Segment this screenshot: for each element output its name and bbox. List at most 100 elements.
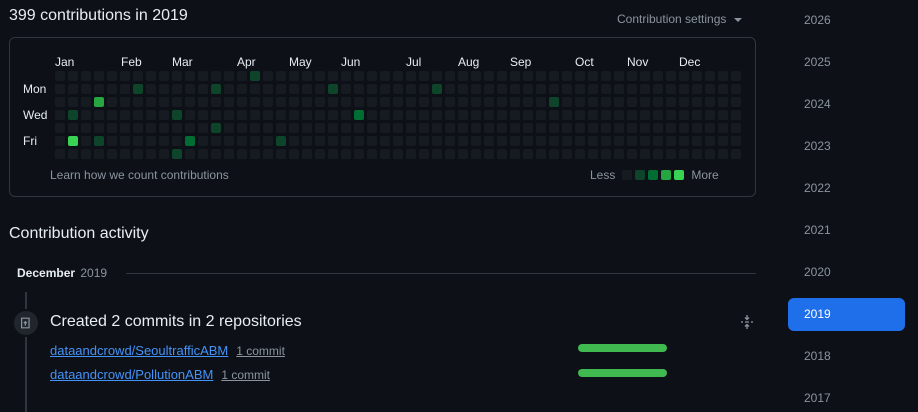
contribution-day-cell[interactable]: [666, 71, 676, 81]
contribution-day-cell[interactable]: [601, 71, 611, 81]
contribution-day-cell[interactable]: [94, 149, 104, 159]
contribution-day-cell[interactable]: [133, 71, 143, 81]
contribution-day-cell[interactable]: [575, 110, 585, 120]
contribution-day-cell[interactable]: [627, 149, 637, 159]
contribution-day-cell[interactable]: [341, 136, 351, 146]
year-link[interactable]: 2022: [804, 181, 831, 195]
contribution-day-cell[interactable]: [198, 84, 208, 94]
contribution-day-cell[interactable]: [185, 71, 195, 81]
contribution-day-cell[interactable]: [263, 71, 273, 81]
contribution-day-cell[interactable]: [55, 149, 65, 159]
contribution-day-cell[interactable]: [419, 97, 429, 107]
contribution-day-cell[interactable]: [302, 123, 312, 133]
contribution-day-cell[interactable]: [679, 123, 689, 133]
contribution-day-cell[interactable]: [237, 71, 247, 81]
contribution-day-cell[interactable]: [120, 97, 130, 107]
contribution-day-cell[interactable]: [588, 97, 598, 107]
contribution-day-cell[interactable]: [367, 149, 377, 159]
contribution-day-cell[interactable]: [68, 123, 78, 133]
contribution-day-cell[interactable]: [172, 149, 182, 159]
contribution-day-cell[interactable]: [237, 84, 247, 94]
contribution-day-cell[interactable]: [692, 110, 702, 120]
contribution-day-cell[interactable]: [458, 71, 468, 81]
contribution-day-cell[interactable]: [549, 136, 559, 146]
contribution-day-cell[interactable]: [666, 97, 676, 107]
contribution-day-cell[interactable]: [575, 149, 585, 159]
year-link[interactable]: 2018: [804, 349, 831, 363]
contribution-day-cell[interactable]: [55, 136, 65, 146]
contribution-day-cell[interactable]: [562, 84, 572, 94]
contribution-day-cell[interactable]: [718, 97, 728, 107]
contribution-day-cell[interactable]: [627, 136, 637, 146]
contribution-day-cell[interactable]: [107, 97, 117, 107]
contribution-day-cell[interactable]: [731, 123, 741, 133]
contribution-day-cell[interactable]: [315, 97, 325, 107]
contribution-day-cell[interactable]: [55, 71, 65, 81]
contribution-day-cell[interactable]: [705, 110, 715, 120]
contribution-day-cell[interactable]: [224, 123, 234, 133]
contribution-day-cell[interactable]: [81, 123, 91, 133]
contribution-day-cell[interactable]: [276, 149, 286, 159]
contribution-day-cell[interactable]: [328, 149, 338, 159]
contribution-day-cell[interactable]: [354, 71, 364, 81]
contribution-day-cell[interactable]: [666, 136, 676, 146]
contribution-day-cell[interactable]: [224, 136, 234, 146]
contribution-day-cell[interactable]: [276, 97, 286, 107]
contribution-day-cell[interactable]: [731, 110, 741, 120]
contribution-day-cell[interactable]: [549, 149, 559, 159]
contribution-day-cell[interactable]: [588, 149, 598, 159]
contribution-day-cell[interactable]: [510, 136, 520, 146]
contribution-day-cell[interactable]: [718, 84, 728, 94]
contribution-day-cell[interactable]: [601, 136, 611, 146]
contribution-day-cell[interactable]: [341, 71, 351, 81]
contribution-day-cell[interactable]: [198, 149, 208, 159]
contribution-day-cell[interactable]: [614, 136, 624, 146]
contribution-day-cell[interactable]: [484, 110, 494, 120]
contribution-day-cell[interactable]: [692, 136, 702, 146]
contribution-day-cell[interactable]: [224, 71, 234, 81]
contribution-day-cell[interactable]: [120, 110, 130, 120]
contribution-day-cell[interactable]: [211, 136, 221, 146]
contribution-day-cell[interactable]: [120, 136, 130, 146]
contribution-day-cell[interactable]: [263, 149, 273, 159]
contribution-day-cell[interactable]: [198, 110, 208, 120]
contribution-day-cell[interactable]: [315, 136, 325, 146]
contribution-day-cell[interactable]: [380, 149, 390, 159]
contribution-day-cell[interactable]: [250, 110, 260, 120]
contribution-day-cell[interactable]: [133, 136, 143, 146]
contribution-day-cell[interactable]: [302, 110, 312, 120]
contribution-day-cell[interactable]: [328, 136, 338, 146]
contribution-day-cell[interactable]: [315, 123, 325, 133]
contribution-day-cell[interactable]: [510, 84, 520, 94]
contribution-day-cell[interactable]: [445, 149, 455, 159]
contribution-day-cell[interactable]: [484, 71, 494, 81]
contribution-day-cell[interactable]: [471, 110, 481, 120]
contribution-day-cell[interactable]: [653, 71, 663, 81]
contribution-day-cell[interactable]: [640, 84, 650, 94]
contribution-day-cell[interactable]: [471, 71, 481, 81]
contribution-day-cell[interactable]: [575, 97, 585, 107]
contribution-day-cell[interactable]: [614, 110, 624, 120]
contribution-day-cell[interactable]: [198, 123, 208, 133]
contribution-day-cell[interactable]: [94, 97, 104, 107]
contribution-day-cell[interactable]: [445, 84, 455, 94]
contribution-day-cell[interactable]: [393, 84, 403, 94]
contribution-day-cell[interactable]: [237, 110, 247, 120]
contribution-day-cell[interactable]: [94, 123, 104, 133]
contribution-day-cell[interactable]: [549, 110, 559, 120]
contribution-day-cell[interactable]: [380, 71, 390, 81]
contribution-day-cell[interactable]: [601, 110, 611, 120]
contribution-day-cell[interactable]: [185, 149, 195, 159]
contribution-day-cell[interactable]: [237, 136, 247, 146]
contribution-day-cell[interactable]: [354, 110, 364, 120]
contribution-day-cell[interactable]: [692, 149, 702, 159]
contribution-day-cell[interactable]: [224, 97, 234, 107]
contribution-day-cell[interactable]: [549, 123, 559, 133]
contribution-day-cell[interactable]: [588, 136, 598, 146]
contribution-day-cell[interactable]: [263, 136, 273, 146]
contribution-day-cell[interactable]: [211, 97, 221, 107]
contribution-day-cell[interactable]: [68, 149, 78, 159]
contribution-day-cell[interactable]: [510, 71, 520, 81]
contribution-day-cell[interactable]: [692, 123, 702, 133]
contribution-day-cell[interactable]: [458, 123, 468, 133]
